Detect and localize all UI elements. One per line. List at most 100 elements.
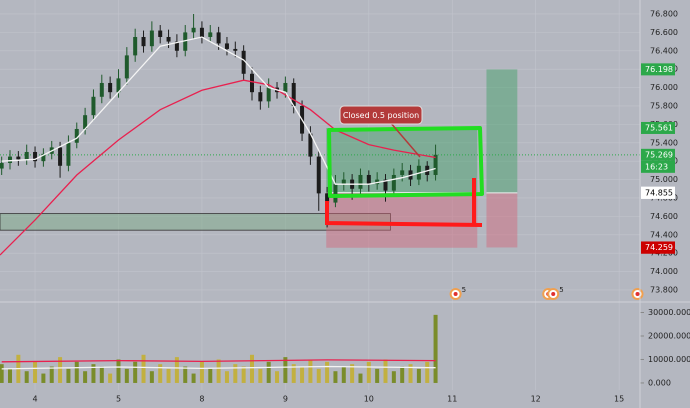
candle-body <box>41 153 46 162</box>
countdown-badge: 16:23 <box>645 162 668 171</box>
candle-body <box>124 55 129 79</box>
volume-tick-label: 0.000 <box>648 378 671 387</box>
volume-bar <box>24 371 29 383</box>
x-tick-label: 10 <box>364 395 374 404</box>
volume-bar <box>199 361 204 383</box>
volume-bar <box>49 366 54 383</box>
price-badge-bg <box>641 63 675 76</box>
volume-bar <box>300 366 305 383</box>
x-tick-label: 12 <box>531 395 541 404</box>
x-tick-label: 4 <box>32 395 37 404</box>
green-highlight <box>327 126 484 198</box>
candle-body <box>8 156 13 164</box>
x-tick-label: 11 <box>447 395 457 404</box>
event-dot <box>635 292 640 296</box>
volume-bar <box>400 366 405 383</box>
stop-zone <box>486 192 518 248</box>
volume-bar <box>241 366 246 383</box>
volume-bar <box>425 361 430 383</box>
price-badge: 75.561 <box>645 123 673 132</box>
price-badge: 76.198 <box>645 65 673 74</box>
volume-bar <box>416 368 421 383</box>
volume-bar <box>0 364 4 383</box>
candle-body <box>133 36 138 56</box>
volume-bar <box>149 371 154 383</box>
volume-bar <box>333 371 338 383</box>
volume-bar <box>433 314 438 383</box>
current-price-badge-bg <box>641 148 675 161</box>
volume-bar <box>74 361 79 383</box>
volume-bar <box>116 359 121 383</box>
target-zone <box>486 69 518 193</box>
candle-body <box>199 27 204 37</box>
candle-body <box>0 163 4 169</box>
y-tick-label: 75.000 <box>650 175 678 184</box>
candle-body <box>83 115 88 129</box>
y-tick-label: 73.800 <box>650 285 678 294</box>
volume-bar <box>350 364 355 383</box>
candle-body <box>341 179 346 185</box>
candle-body <box>375 179 380 185</box>
current-price-badge: 75.269 <box>645 150 673 159</box>
volume-bar <box>208 368 213 383</box>
candle-body <box>366 174 371 185</box>
volume-bar <box>108 373 113 383</box>
x-tick-label: 8 <box>199 395 204 404</box>
candle-body <box>224 43 229 49</box>
candle-body <box>216 32 221 44</box>
volume-bar <box>358 373 363 383</box>
candle-body <box>16 156 21 160</box>
candle-body <box>191 27 196 33</box>
volume-tick-label: 10000.000 <box>648 355 690 364</box>
candle-body <box>91 96 96 116</box>
volume-bar <box>216 359 221 383</box>
volume-bar <box>341 366 346 383</box>
y-tick-label: 74.400 <box>650 230 678 239</box>
x-tick-label: 9 <box>283 395 288 404</box>
volume-bar <box>291 364 296 383</box>
candle-body <box>241 50 246 74</box>
candle-body <box>433 154 438 175</box>
price-badge: 74.259 <box>645 243 673 252</box>
volume-bar <box>266 361 271 383</box>
positions <box>326 69 518 248</box>
candle-body <box>400 170 405 175</box>
candle-body <box>291 82 296 106</box>
volume-bar <box>133 361 138 383</box>
stop-zone <box>326 192 478 248</box>
candle-body <box>266 87 271 102</box>
candle-body <box>249 73 254 93</box>
y-tick-label: 76.800 <box>650 9 678 18</box>
volume-bar <box>83 371 88 383</box>
volume-bar <box>66 368 71 383</box>
candle-body <box>208 32 213 37</box>
candle-body <box>149 30 154 47</box>
x-tick-label: 15 <box>614 395 624 404</box>
axes: 73.80074.00074.20074.40074.60074.80075.0… <box>32 9 690 403</box>
volume-bar <box>375 368 380 383</box>
volume-bar <box>8 368 13 383</box>
candle-body <box>108 82 113 93</box>
candle-body <box>358 174 363 189</box>
candle-body <box>66 142 71 166</box>
volume-bar <box>124 368 129 383</box>
volume-bar <box>183 366 188 383</box>
countdown-badge-bg <box>641 160 675 173</box>
candle-body <box>283 82 288 93</box>
candle-body <box>325 193 330 203</box>
volume-bar <box>158 364 163 383</box>
x-tick-label: 5 <box>116 395 121 404</box>
volume-bar <box>41 373 46 383</box>
event-dot <box>453 292 458 296</box>
volume-tick-label: 20000.000 <box>648 331 690 340</box>
volume-bar <box>191 373 196 383</box>
candle-body <box>33 151 38 162</box>
y-tick-label: 74.000 <box>650 267 678 276</box>
y-tick-label: 76.400 <box>650 46 678 55</box>
volume-bar <box>316 368 321 383</box>
event-dot <box>551 292 556 296</box>
volume-bar <box>224 371 229 383</box>
y-tick-label: 76.000 <box>650 83 678 92</box>
volume-bar <box>366 361 371 383</box>
